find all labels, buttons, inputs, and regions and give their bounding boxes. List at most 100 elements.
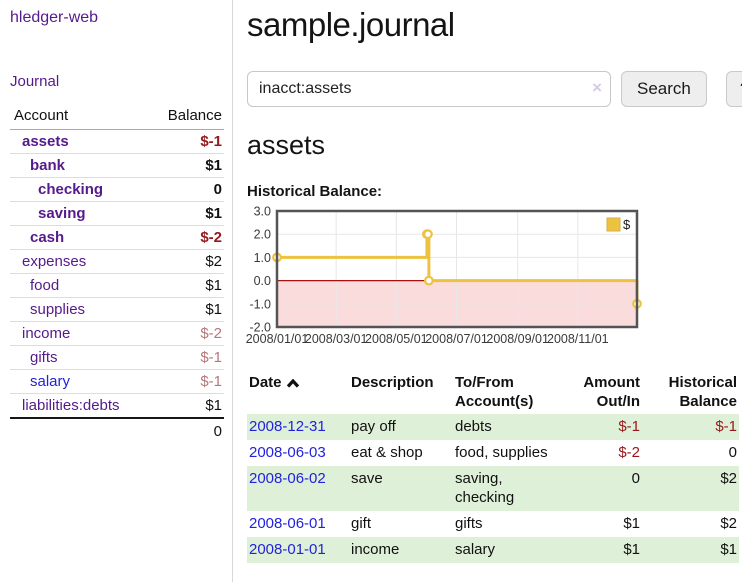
transaction-date-link[interactable]: 2008-06-03 [249,444,326,461]
account-link-salary[interactable]: salary [30,373,71,390]
account-link-checking[interactable]: checking [38,181,104,198]
transaction-date-link[interactable]: 2008-01-01 [249,541,326,558]
transaction-accounts: salary [455,541,496,558]
account-link-food[interactable]: food [30,277,60,294]
transaction-date-link[interactable]: 2008-12-31 [249,418,326,435]
register-row: 2008-12-31 pay off debts $-1 $-1 [247,414,739,440]
account-balance: $1 [205,301,222,318]
chart-ytick-label: 3.0 [254,205,271,219]
transaction-balance: $2 [720,515,737,532]
account-row: food $1 [10,273,224,298]
chart-xtick-label: 2008/05/01 [365,332,428,346]
account-row: gifts $-1 [10,345,224,370]
amount-column-header: Amount Out/In [583,374,640,410]
transaction-amount: 0 [631,470,640,487]
transaction-accounts: saving, checking [455,470,515,506]
search-form: × Search ? [247,71,742,107]
transaction-amount: $-1 [618,418,640,435]
chart-xtick-label: 2008/03/01 [305,332,368,346]
sidebar-item-journal[interactable]: Journal [10,73,60,90]
app-title-link[interactable]: hledger-web [10,9,99,26]
chart-xtick-label: 2008/07/01 [425,332,488,346]
chart-data-marker [423,275,434,286]
account-link-assets[interactable]: assets [22,133,69,150]
chart-ytick-label: 2.0 [254,228,271,242]
transaction-amount: $1 [623,541,640,558]
balance-column-header: Balance [150,104,224,130]
transaction-balance: 0 [728,444,737,461]
chart-data-marker [423,229,433,240]
chart-xtick-label: 2008/09/01 [486,332,549,346]
account-link-supplies[interactable]: supplies [30,301,86,318]
date-column-header[interactable]: Date [247,370,343,414]
transaction-balance: $2 [720,470,737,487]
account-link-saving[interactable]: saving [38,205,86,222]
account-balance: $1 [205,205,222,222]
balance-column-header: Historical Balance [668,374,737,410]
chart-xtick-label: 2008/01/01 [246,332,309,346]
account-link-gifts[interactable]: gifts [30,349,58,366]
account-balance: $2 [205,253,222,270]
search-button[interactable]: Search [621,71,707,107]
register-row: 2008-06-02 save saving, checking 0 $2 [247,466,739,511]
help-button[interactable]: ? [725,71,742,107]
clear-search-icon[interactable]: × [592,78,602,97]
account-balance: $1 [205,157,222,174]
chart-ytick-label: -2.0 [249,321,271,335]
account-balance: $1 [205,397,222,414]
chart-ytick-label: 1.0 [254,251,271,265]
accounts-total-value: 0 [213,423,222,440]
account-link-expenses[interactable]: expenses [22,253,87,270]
chart-label: Historical Balance: [247,183,383,200]
transaction-date-link[interactable]: 2008-06-02 [249,470,326,487]
account-balance: $-1 [200,349,222,366]
transaction-amount: $1 [623,515,640,532]
transaction-balance: $-1 [715,418,737,435]
transaction-date-link[interactable]: 2008-06-01 [249,515,326,532]
account-row: expenses $2 [10,249,224,274]
account-balance: $-2 [200,325,222,342]
transaction-description: eat & shop [351,444,423,461]
account-link-income[interactable]: income [22,325,71,342]
chart-ytick-label: -1.0 [249,297,271,311]
account-link-bank[interactable]: bank [30,157,66,174]
account-row: saving $1 [10,201,224,226]
transaction-description: income [351,541,400,558]
search-input[interactable] [247,71,611,107]
account-column-header: Account [10,104,151,130]
page-title: sample.journal [247,6,455,43]
account-balance: $-1 [200,133,222,150]
account-balance: $1 [205,277,222,294]
register-row: 2008-06-01 gift gifts $1 $2 [247,511,739,537]
register-header-row: Date Description To/From Account(s) Amou… [247,370,739,414]
account-balance: $-1 [200,373,222,390]
description-column-header: Description [351,374,434,391]
transaction-accounts: debts [455,418,492,435]
register-table: Date Description To/From Account(s) Amou… [247,370,739,563]
transaction-description: pay off [351,418,396,435]
accounts-table: Account Balance assets $-1 bank $1 check… [10,104,224,443]
date-header-label: Date [249,374,282,391]
account-row: liabilities:debts $1 [10,393,224,419]
account-link-liabilities-debts[interactable]: liabilities:debts [22,397,120,414]
account-row: checking 0 [10,177,224,202]
transaction-accounts: food, supplies [455,444,548,461]
account-link-cash[interactable]: cash [30,229,65,246]
accounts-total-row: 0 [10,418,224,443]
main-content: sample.journal × Search ? assets Histori… [233,0,742,582]
chart-legend-swatch-icon [606,217,621,232]
historical-balance-chart: 3.0 2.0 1.0 0.0 -1.0 -2.0 2008/01/01 2008/03/01… [246,203,742,351]
accounts-column-header: To/From Account(s) [455,374,534,410]
transaction-description: gift [351,515,372,532]
chart-plot-border [275,209,639,329]
account-row: income $-2 [10,321,224,346]
accounts-header-row: Account Balance [10,104,224,130]
account-row: salary $-1 [10,369,224,394]
transaction-accounts: gifts [455,515,483,532]
transaction-balance: $1 [720,541,737,558]
account-row: bank $1 [10,153,224,178]
account-balance: $-2 [200,229,222,246]
register-row: 2008-01-01 income salary $1 $1 [247,537,739,563]
register-row: 2008-06-03 eat & shop food, supplies $-2… [247,440,739,466]
sidebar: hledger-web Journal Account Balance asse… [0,0,233,582]
